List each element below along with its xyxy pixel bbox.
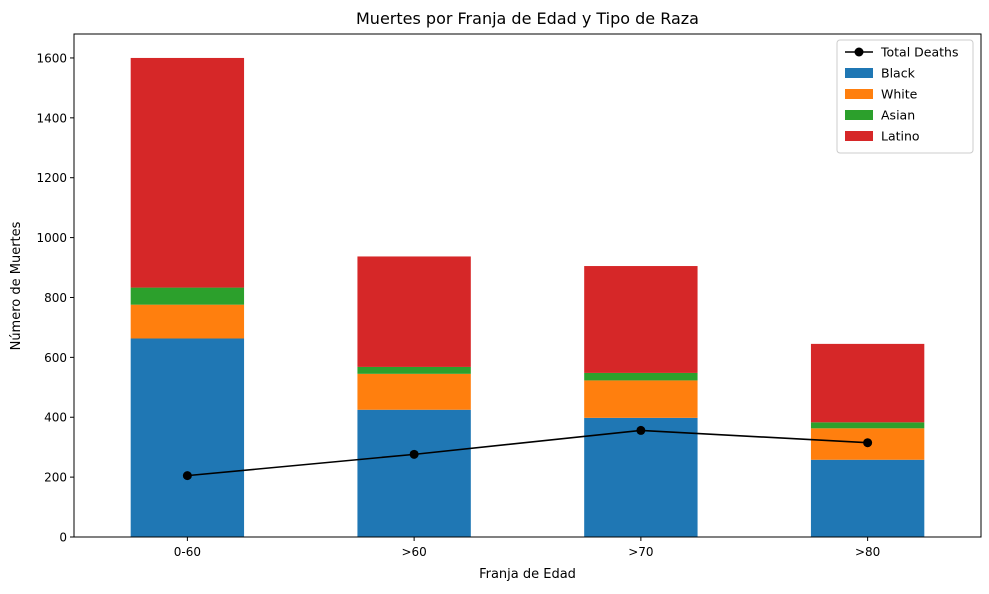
bars-layer (130, 57, 925, 537)
x-tick-label-4: >80 (855, 545, 880, 559)
x-tick-label-1: 0-60 (174, 545, 201, 559)
plot-frame (73, 33, 982, 538)
legend-label-latino: Latino (881, 129, 920, 144)
y-tick-label-1600: 1600 (36, 51, 67, 65)
bar-latino-1 (130, 57, 245, 288)
total-deaths-line-layer (182, 425, 873, 481)
bar-white-1 (130, 304, 245, 339)
total-deaths-point-1 (182, 471, 192, 481)
y-axis-label: Número de Muertes (9, 221, 24, 350)
axes-layer: 0 200 400 600 800 1000 1200 1400 1600 0-60 >60 >70 >… (36, 33, 982, 559)
x-tick-label-2: >60 (401, 545, 426, 559)
bar-asian-4 (810, 422, 925, 429)
x-axis-label: Franja de Edad (479, 567, 576, 582)
legend-label-asian: Asian (881, 108, 915, 123)
y-tick-label-0: 0 (59, 531, 67, 545)
bar-latino-2 (357, 256, 471, 367)
y-tick-label-200: 200 (44, 471, 67, 485)
bar-white-3 (584, 380, 698, 418)
total-deaths-point-4 (863, 438, 873, 448)
total-deaths-point-2 (409, 449, 419, 459)
total-deaths-line (187, 429, 868, 477)
bar-asian-1 (130, 287, 245, 305)
x-tick-label-3: >70 (628, 545, 653, 559)
y-tick-label-1400: 1400 (36, 111, 67, 125)
legend-swatch-asian (845, 110, 873, 120)
bar-white-2 (357, 373, 471, 410)
legend-label-total-deaths: Total Deaths (880, 45, 958, 60)
y-tick-label-400: 400 (44, 411, 67, 425)
y-tick-label-800: 800 (44, 291, 67, 305)
total-deaths-point-3 (636, 425, 646, 435)
legend-swatch-black (845, 68, 873, 78)
bar-asian-2 (357, 366, 471, 374)
chart-title: Muertes por Franja de Edad y Tipo de Raz… (356, 9, 699, 28)
bar-black-2 (357, 409, 471, 537)
bar-black-4 (810, 459, 925, 537)
legend-label-white: White (881, 87, 918, 102)
y-tick-label-600: 600 (44, 351, 67, 365)
bar-asian-3 (584, 372, 698, 381)
y-tick-label-1200: 1200 (36, 171, 67, 185)
bar-latino-3 (584, 266, 698, 373)
legend-label-black: Black (881, 66, 916, 81)
y-tick-label-1000: 1000 (36, 231, 67, 245)
bar-black-1 (130, 338, 245, 537)
legend-swatch-white (845, 89, 873, 99)
bar-black-3 (584, 417, 698, 537)
legend: Total Deaths Black White Asian Latino (836, 39, 974, 154)
bar-latino-4 (810, 343, 925, 423)
legend-swatch-total-deaths-marker (854, 47, 864, 57)
legend-swatch-latino (845, 131, 873, 141)
